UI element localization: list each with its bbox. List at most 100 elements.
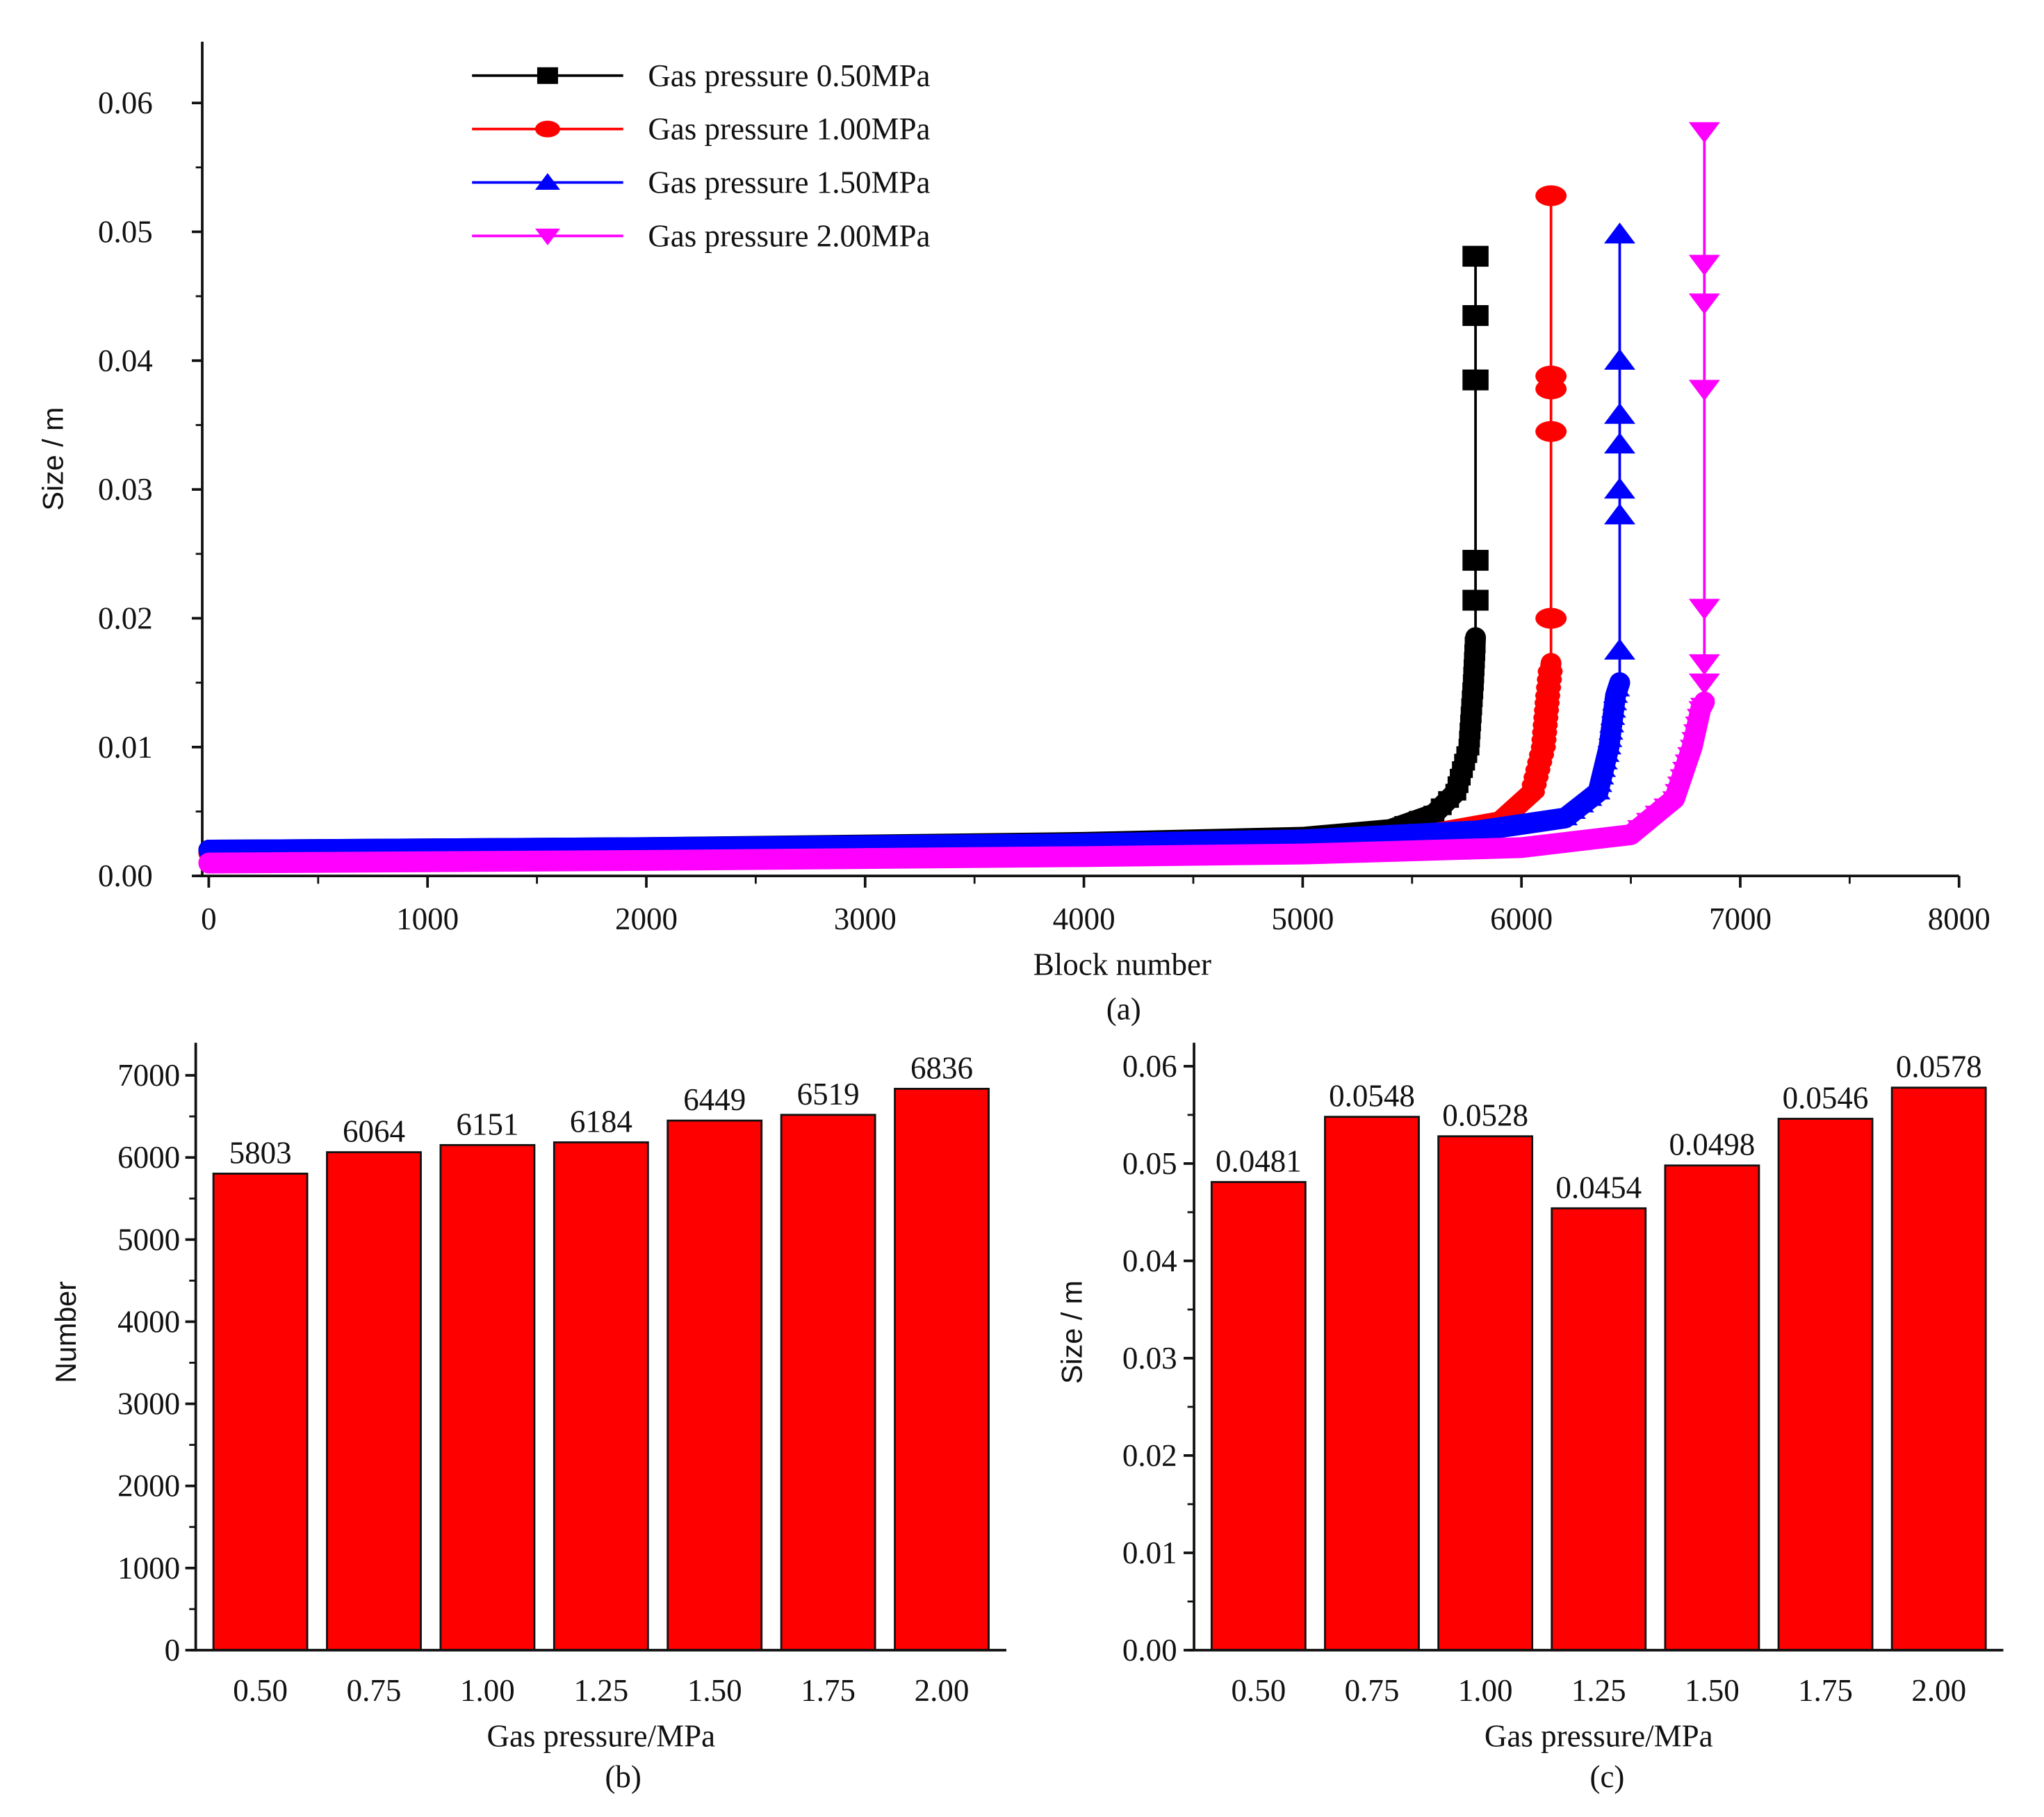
x-tick-label: 1.00 xyxy=(460,1673,515,1708)
y-tick-label: 1000 xyxy=(117,1551,180,1586)
bar xyxy=(1777,1118,1874,1652)
y-tick-label: 0.03 xyxy=(1122,1341,1177,1376)
y-tick-label: 0.05 xyxy=(98,214,153,249)
data-point xyxy=(1462,369,1489,391)
data-point xyxy=(1688,293,1720,315)
y-tick-label: 0.00 xyxy=(98,858,153,893)
x-tick-label: 1.50 xyxy=(1685,1673,1740,1708)
bar-value-label: 0.0498 xyxy=(1669,1127,1756,1162)
y-tick-label: 6000 xyxy=(117,1140,180,1175)
data-point xyxy=(1681,732,1707,749)
x-tick-label: 4000 xyxy=(1053,902,1115,936)
y-tick-label: 4000 xyxy=(117,1304,180,1339)
series-2 xyxy=(198,222,1636,861)
data-point xyxy=(1535,421,1567,442)
legend-label: Gas pressure 1.00MPa xyxy=(648,112,930,147)
data-point xyxy=(1605,679,1630,696)
data-point xyxy=(1690,698,1715,715)
data-point xyxy=(1604,348,1636,370)
x-tick-label: 2.00 xyxy=(1911,1673,1966,1708)
y-tick-label: 2000 xyxy=(117,1469,180,1504)
y-tick-label: 0.04 xyxy=(1122,1244,1177,1278)
panel-caption: (b) xyxy=(605,1759,641,1794)
bar-value-label: 5803 xyxy=(229,1135,292,1170)
bar-value-label: 6184 xyxy=(570,1104,632,1139)
x-tick-label: 2000 xyxy=(615,902,678,936)
x-tick-label: 0.50 xyxy=(1231,1673,1286,1708)
legend-marker xyxy=(537,67,558,84)
bar xyxy=(212,1173,309,1652)
bar xyxy=(1210,1181,1307,1652)
x-tick-label: 7000 xyxy=(1709,902,1772,936)
bar xyxy=(1551,1207,1647,1652)
data-point xyxy=(1688,673,1720,695)
x-tick-label: 5000 xyxy=(1271,902,1334,936)
data-point xyxy=(1535,366,1567,387)
y-tick-label: 0.02 xyxy=(1122,1438,1177,1473)
x-tick-label: 1.50 xyxy=(687,1673,742,1708)
panel-caption: (c) xyxy=(1589,1759,1624,1794)
bar xyxy=(1324,1116,1420,1652)
series-band xyxy=(198,627,1487,861)
x-tick-label: 1.25 xyxy=(1571,1673,1626,1708)
bar xyxy=(667,1119,763,1652)
data-point xyxy=(1523,813,1549,830)
x-tick-label: 6000 xyxy=(1490,902,1553,936)
series-line xyxy=(209,234,1621,852)
data-point xyxy=(1604,638,1636,660)
y-tick-label: 0.02 xyxy=(98,601,153,635)
x-tick-label: 0.75 xyxy=(347,1673,402,1708)
x-tick-label: 1.00 xyxy=(1458,1673,1513,1708)
y-tick-label: 0.06 xyxy=(1122,1049,1177,1084)
legend: Gas pressure 0.50MPa Gas pressure 1.00MPa… xyxy=(472,58,931,253)
x-tick-label: 8000 xyxy=(1928,902,1990,936)
y-axis-label: Size / m xyxy=(1056,1280,1088,1384)
bar-value-label: 0.0578 xyxy=(1896,1050,1982,1084)
data-point xyxy=(1688,254,1720,276)
x-tick-label: 0 xyxy=(201,902,217,936)
x-tick-label: 1.75 xyxy=(801,1673,856,1708)
bar-value-label: 6449 xyxy=(683,1082,746,1117)
bar-value-label: 0.0528 xyxy=(1442,1098,1528,1133)
x-tick-label: 1.25 xyxy=(573,1673,628,1708)
x-tick-label: 1000 xyxy=(396,902,459,936)
bar xyxy=(1664,1164,1760,1652)
series-1 xyxy=(198,185,1567,863)
bar-value-label: 0.0481 xyxy=(1216,1144,1302,1179)
legend-label: Gas pressure 2.00MPa xyxy=(648,218,930,253)
series-band xyxy=(198,672,1630,861)
bar-value-label: 6836 xyxy=(910,1050,973,1085)
series-3 xyxy=(198,122,1720,874)
data-point xyxy=(1537,662,1563,680)
bar xyxy=(894,1087,990,1652)
bar xyxy=(439,1143,536,1652)
x-tick-label: 0.75 xyxy=(1345,1673,1400,1708)
data-point xyxy=(1686,708,1712,726)
data-point xyxy=(1462,589,1489,611)
series-line xyxy=(209,131,1706,865)
y-tick-label: 3000 xyxy=(117,1387,180,1421)
x-tick-label: 3000 xyxy=(834,902,897,936)
data-point xyxy=(1604,222,1636,244)
bar-value-label: 0.0548 xyxy=(1329,1079,1415,1114)
y-tick-label: 0.01 xyxy=(98,730,153,765)
bar xyxy=(1437,1135,1534,1652)
series-line xyxy=(209,195,1553,854)
chart-a-block-size: 0.00 0.01 0.02 0.03 0.04 0.05 0.06 0 1000 2000 300… xyxy=(37,42,1990,1026)
y-tick-label: 0.06 xyxy=(98,85,153,120)
legend-marker xyxy=(534,120,560,138)
chart-c-max-size: 0.00 0.01 0.02 0.03 0.04 0.05 0.06 0.0481 0.50 0.… xyxy=(1056,1043,2004,1794)
data-point xyxy=(1462,245,1489,267)
x-axis-label: Gas pressure/MPa xyxy=(1485,1719,1713,1754)
bar xyxy=(326,1151,422,1652)
data-point xyxy=(1604,478,1636,499)
data-point xyxy=(1688,380,1720,401)
bar-value-label: 6519 xyxy=(797,1077,860,1111)
data-point xyxy=(1604,432,1636,454)
legend-label: Gas pressure 1.50MPa xyxy=(648,165,930,200)
bar xyxy=(780,1114,876,1652)
series-0 xyxy=(198,245,1489,861)
data-point xyxy=(1604,402,1636,424)
y-tick-label: 0.05 xyxy=(1122,1146,1177,1181)
